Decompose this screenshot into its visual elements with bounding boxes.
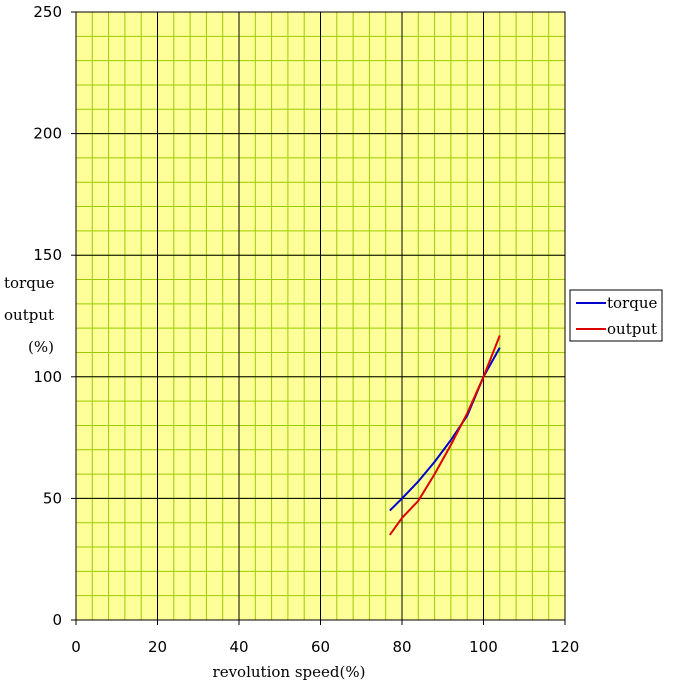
x-tick-label: 80 [392, 638, 411, 656]
series-lines [388, 335, 501, 536]
x-axis-title: revolution speed(%) [213, 663, 366, 681]
y-axis-title-line-3: (%) [28, 338, 54, 356]
legend-box [569, 289, 663, 342]
legend-label-torque: torque [607, 294, 657, 312]
y-tick-label: 200 [33, 125, 62, 143]
x-tick-label: 20 [148, 638, 167, 656]
x-tick-label: 40 [229, 638, 248, 656]
x-tick-label: 120 [551, 638, 580, 656]
y-tick-label: 100 [33, 368, 62, 386]
legend: torque output [569, 289, 663, 342]
y-tick-label: 150 [33, 246, 62, 264]
y-axis-title-line-1: torque [4, 274, 54, 292]
x-tick-label: 100 [469, 638, 498, 656]
y-tick-label: 50 [43, 489, 62, 507]
series-line-output [388, 335, 501, 536]
legend-label-output: output [607, 320, 657, 338]
y-tick-label: 0 [52, 611, 62, 629]
x-tick-label: 0 [71, 638, 81, 656]
y-axis-ticks: 0 50 100 150 200 250 [33, 3, 76, 629]
x-tick-label: 60 [311, 638, 330, 656]
y-tick-label: 250 [33, 3, 62, 21]
x-axis-ticks: 0 20 40 60 80 100 120 [71, 620, 579, 656]
y-axis-title-line-2: output [4, 306, 54, 324]
